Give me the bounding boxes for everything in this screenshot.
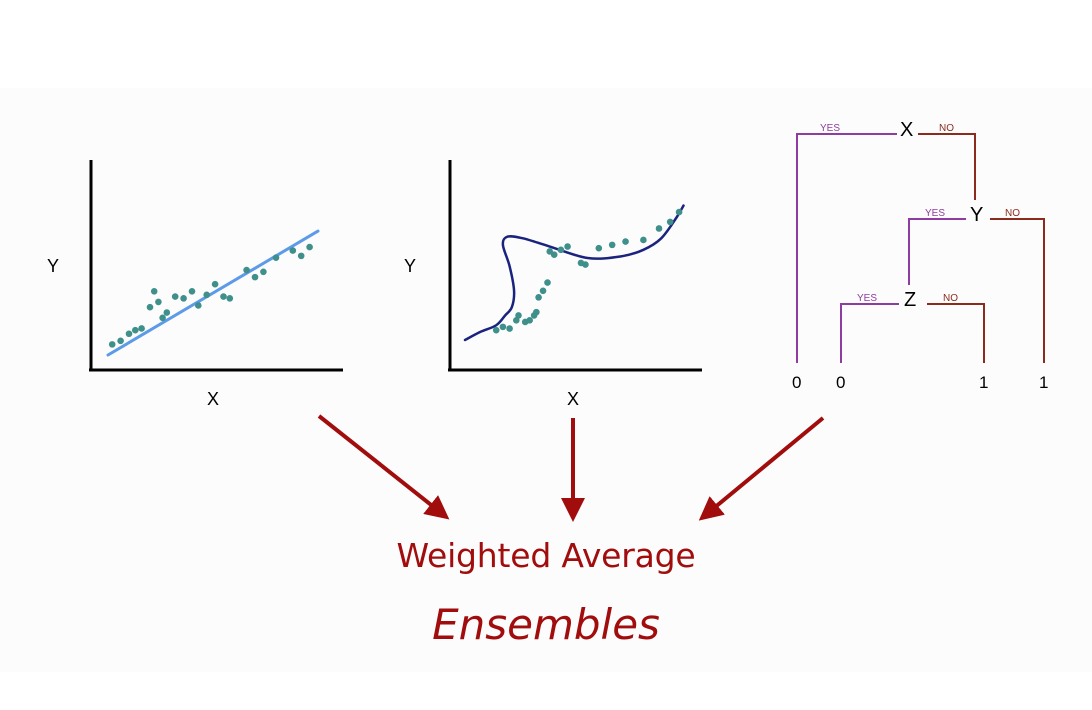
plot1-data-point <box>159 314 166 322</box>
plot2-data-point <box>582 261 589 268</box>
tree-x-yes-label: YES <box>820 123 840 134</box>
tree-x-no-label: NO <box>939 123 954 134</box>
plot1-data-point <box>226 295 234 302</box>
tree-node-x: X <box>900 119 913 141</box>
arrows <box>317 414 825 522</box>
plot1-data-point <box>272 254 280 261</box>
plot1-data-point <box>211 280 219 288</box>
plot2-data-point <box>557 246 565 254</box>
plot1-data-point <box>150 287 158 295</box>
plot2-marks <box>463 204 685 342</box>
plot2-data-point <box>622 238 629 245</box>
arrow-from-tree <box>698 416 825 521</box>
plot2-data-point <box>564 243 571 250</box>
plot2-data-point <box>550 251 558 259</box>
plot2-data-point <box>675 208 683 216</box>
plot1-data-point <box>163 309 171 316</box>
plot2-data-point <box>533 308 540 316</box>
tree-leaf-4: 1 <box>1039 373 1048 392</box>
tree-z-yes-branch <box>840 303 899 363</box>
linear-regression-plot: Y X <box>47 160 343 409</box>
plot2-data-point <box>515 312 522 319</box>
plot1-data-point <box>180 295 187 302</box>
plot1-data-point <box>297 252 305 260</box>
plot2-fit-curve <box>463 204 685 342</box>
caption-ensembles: Ensembles <box>432 600 660 649</box>
plot1-data-point <box>289 247 297 254</box>
plot1-data-point <box>220 293 227 300</box>
plot2-data-point <box>655 225 663 232</box>
tree-node-z: Z <box>904 289 916 311</box>
caption-weighted-average: Weighted Average <box>396 536 696 575</box>
plot2-y-label: Y <box>404 256 416 276</box>
plot1-data-point <box>251 273 259 281</box>
plot2-data-point <box>499 323 507 331</box>
tree-y-yes-branch <box>908 218 966 285</box>
plot2-data-point <box>666 218 674 226</box>
tree-z-no-branch <box>927 303 985 363</box>
tree-leaf-1: 0 <box>792 373 801 392</box>
curve-fit-plot: Y X <box>404 160 702 409</box>
plot1-marks <box>106 229 320 357</box>
plot2-data-point <box>544 279 551 286</box>
tree-x-no-branch <box>918 133 976 200</box>
plot2-data-point <box>506 325 513 332</box>
arrow-from-linear <box>317 414 450 520</box>
plot1-regression-line <box>106 229 320 357</box>
plot2-x-label: X <box>567 389 579 409</box>
plot1-data-point <box>138 325 145 332</box>
plot2-data-point <box>535 294 542 301</box>
tree-x-yes-branch <box>796 133 897 363</box>
plot1-data-point <box>125 330 133 338</box>
plot2-data-point <box>526 317 533 324</box>
tree-node-y: Y <box>970 204 983 226</box>
tree-y-no-branch <box>990 218 1045 363</box>
tree-y-yes-label: YES <box>925 208 945 219</box>
plot1-data-point <box>171 293 179 300</box>
plot1-data-point <box>260 268 267 276</box>
tree-z-yes-label: YES <box>857 293 877 304</box>
plot1-x-label: X <box>207 389 219 409</box>
tree-leaf-2: 0 <box>836 373 845 392</box>
plot1-data-point <box>243 266 250 274</box>
plot2-data-point <box>608 241 616 249</box>
tree-y-no-label: NO <box>1005 208 1020 219</box>
plot2-data-point <box>640 236 647 244</box>
plot1-data-point <box>108 341 116 348</box>
plot1-data-point <box>195 302 202 309</box>
plot2-data-point <box>512 317 520 324</box>
plot1-data-point <box>188 287 196 295</box>
tree-z-no-label: NO <box>943 293 958 304</box>
decision-tree: YES NO X YES NO Y YES NO Z 0 0 1 1 <box>792 119 1048 392</box>
plot1-data-point <box>306 243 313 251</box>
plot1-data-point <box>155 298 162 306</box>
plot1-data-point <box>203 291 210 299</box>
tree-leaf-3: 1 <box>979 373 988 392</box>
plot1-data-point <box>117 337 124 345</box>
plot1-y-label: Y <box>47 256 59 276</box>
plot1-data-point <box>132 326 139 334</box>
diagram-panel <box>0 88 1092 672</box>
plot2-data-point <box>492 326 500 334</box>
plot2-data-point <box>539 287 547 295</box>
plot2-data-point <box>595 244 603 252</box>
plot1-data-point <box>146 303 154 311</box>
